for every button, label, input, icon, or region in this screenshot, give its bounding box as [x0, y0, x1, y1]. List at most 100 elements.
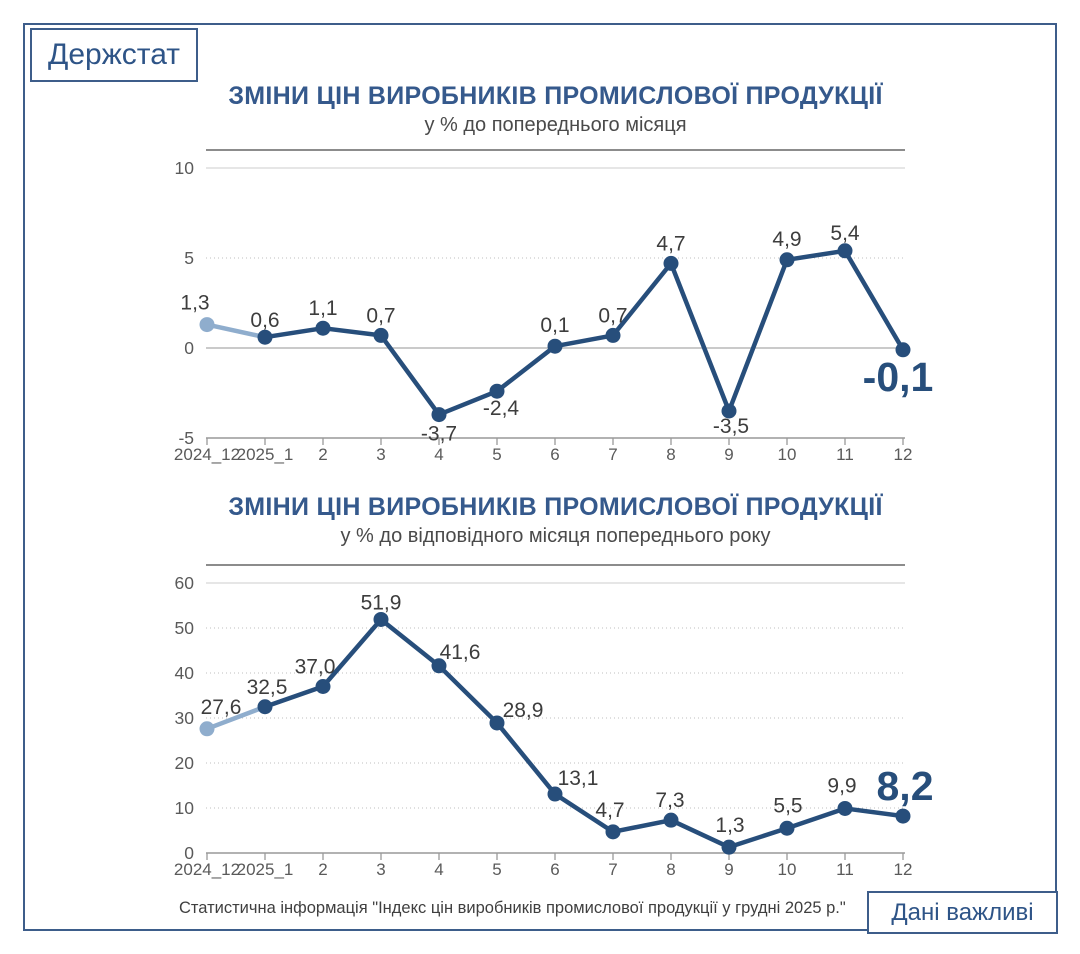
- latest-value-label: -0,1: [863, 354, 934, 400]
- data-point: [721, 403, 737, 419]
- outer-frame: [23, 23, 1057, 931]
- data-label: 51,9: [361, 591, 402, 614]
- data-label: 7,3: [655, 789, 684, 812]
- data-point: [663, 812, 679, 828]
- x-axis-label: 11: [836, 445, 854, 464]
- x-axis-label: 10: [778, 445, 797, 464]
- dani-vazhlyvi-badge: Дані важливі: [867, 891, 1058, 934]
- x-axis-label: 6: [550, 445, 559, 464]
- series-line: [262, 617, 906, 850]
- derzhstat-logo-text: Держстат: [48, 38, 180, 71]
- x-axis-label: 9: [724, 445, 733, 464]
- data-label: 4,7: [595, 799, 624, 822]
- x-axis-label: 2025_1: [237, 445, 294, 464]
- x-axis-label: 8: [666, 445, 675, 464]
- data-point: [373, 611, 389, 627]
- data-label: 1,3: [180, 292, 209, 315]
- data-label: 5,4: [830, 222, 860, 245]
- data-point: [257, 329, 273, 345]
- y-axis-label: 50: [175, 618, 195, 638]
- data-point: [489, 383, 505, 399]
- data-point: [199, 317, 215, 333]
- chart-2-subtitle: у % до відповідного місяця попереднього …: [340, 525, 771, 547]
- data-point: [257, 699, 273, 715]
- data-label: 28,9: [503, 699, 544, 722]
- x-axis-label: 7: [608, 445, 617, 464]
- x-axis-label: 2: [318, 860, 327, 879]
- series-line: [262, 248, 906, 417]
- x-axis-label: 2024_12: [174, 445, 240, 464]
- x-axis-label: 12: [894, 445, 913, 464]
- data-point: [547, 786, 563, 802]
- data-point: [663, 255, 679, 271]
- data-label: 4,7: [656, 232, 685, 255]
- dani-vazhlyvi-text: Дані важливі: [891, 898, 1034, 926]
- data-point: [373, 327, 389, 343]
- source-note: Статистична інформація "Індекс цін вироб…: [179, 899, 846, 917]
- data-label: 0,6: [250, 309, 279, 332]
- data-point: [837, 800, 853, 816]
- data-label: 41,6: [440, 641, 481, 664]
- y-axis-label: 0: [184, 338, 194, 358]
- chart-1-header: ЗМІНИ ЦІН ВИРОБНИКІВ ПРОМИСЛОВОЇ ПРОДУКЦ…: [206, 83, 905, 136]
- data-label: 0,7: [366, 304, 395, 327]
- data-point: [315, 679, 331, 694]
- y-axis-label: 10: [175, 798, 195, 818]
- data-label: 4,9: [772, 228, 801, 251]
- data-point: [489, 715, 505, 731]
- data-point: [895, 342, 911, 358]
- y-axis-label: 60: [175, 573, 195, 593]
- x-axis-label: 3: [376, 445, 385, 464]
- data-point: [779, 252, 795, 268]
- x-axis-label: 2024_12: [174, 860, 240, 879]
- chart-1-title: ЗМІНИ ЦІН ВИРОБНИКІВ ПРОМИСЛОВОЇ ПРОДУКЦ…: [228, 82, 883, 110]
- x-axis-label: 5: [492, 445, 501, 464]
- chart-2-title: ЗМІНИ ЦІН ВИРОБНИКІВ ПРОМИСЛОВОЇ ПРОДУКЦ…: [228, 493, 883, 521]
- x-axis-label: 5: [492, 860, 501, 879]
- data-label: 32,5: [247, 676, 288, 699]
- x-axis-label: 3: [376, 860, 385, 879]
- x-axis-label: 6: [550, 860, 559, 879]
- x-axis-label: 10: [778, 860, 797, 879]
- data-point: [315, 320, 331, 336]
- x-axis-label: 9: [724, 860, 733, 879]
- y-axis-label: 40: [175, 663, 195, 683]
- data-point: [605, 327, 621, 343]
- data-label: 13,1: [558, 767, 599, 790]
- y-axis-label: 30: [175, 708, 195, 728]
- data-point: [779, 820, 795, 836]
- data-label: -2,4: [483, 397, 520, 420]
- data-point: [431, 407, 447, 423]
- data-point: [721, 839, 737, 855]
- data-point: [895, 808, 911, 824]
- data-point: [837, 243, 853, 259]
- data-label: 0,1: [540, 314, 569, 337]
- y-axis-label: 5: [184, 248, 194, 268]
- y-axis-label: 20: [175, 753, 195, 773]
- data-label: 5,5: [773, 794, 802, 817]
- data-label: 37,0: [295, 656, 336, 679]
- chart-1-subtitle: у % до попереднього місяця: [424, 114, 687, 136]
- data-label: 1,1: [308, 297, 337, 320]
- data-label: 27,6: [201, 696, 242, 719]
- x-axis-label: 4: [434, 445, 443, 464]
- data-point: [431, 658, 447, 674]
- data-label: 1,3: [715, 814, 744, 837]
- x-axis-label: 8: [666, 860, 675, 879]
- x-axis-label: 2: [318, 445, 327, 464]
- x-axis-label: 2025_1: [237, 860, 294, 879]
- data-point: [199, 721, 215, 737]
- data-label: 9,9: [827, 774, 856, 797]
- x-axis-label: 4: [434, 860, 443, 879]
- y-axis-label: 10: [175, 158, 195, 178]
- latest-value-label: 8,2: [877, 763, 934, 809]
- data-point: [605, 824, 621, 840]
- series-line-previous-year: [204, 322, 268, 340]
- data-label: -3,7: [421, 423, 457, 446]
- x-axis-label: 7: [608, 860, 617, 879]
- x-axis-label: 12: [894, 860, 913, 879]
- series-line-previous-year: [204, 704, 268, 732]
